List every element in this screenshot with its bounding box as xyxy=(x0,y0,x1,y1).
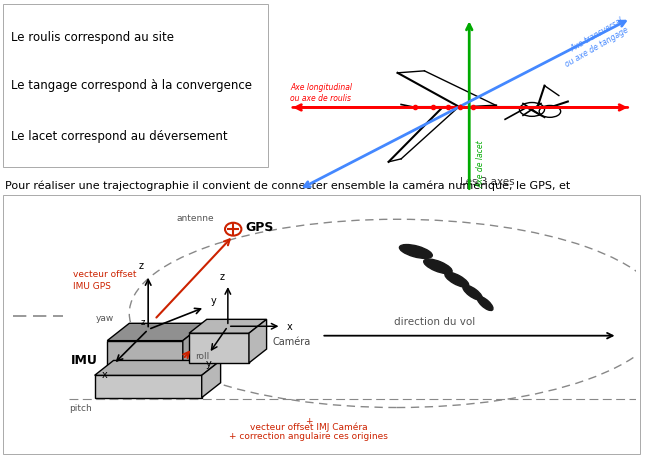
Text: Axe transversal
ou axe de tangage: Axe transversal ou axe de tangage xyxy=(559,17,630,69)
Polygon shape xyxy=(107,324,205,341)
Text: +: + xyxy=(305,416,313,425)
Text: z: z xyxy=(141,317,145,326)
Text: x: x xyxy=(286,322,292,331)
Ellipse shape xyxy=(477,297,493,311)
Text: direction du vol: direction du vol xyxy=(394,316,475,326)
Bar xyxy=(3,5,268,168)
Text: Le tangage correspond à la convergence: Le tangage correspond à la convergence xyxy=(11,79,260,92)
Text: Axe de lacet: Axe de lacet xyxy=(476,140,485,187)
Ellipse shape xyxy=(399,245,432,259)
Polygon shape xyxy=(249,319,267,363)
Text: x: x xyxy=(101,369,107,379)
Text: yaw: yaw xyxy=(95,313,114,322)
Text: pitch: pitch xyxy=(68,403,92,412)
Text: roll: roll xyxy=(195,352,210,361)
FancyBboxPatch shape xyxy=(189,334,249,363)
Text: + correction angulaire ces origines: + correction angulaire ces origines xyxy=(229,431,388,440)
Bar xyxy=(3,195,640,454)
Text: vecteur offset
IMU GPS: vecteur offset IMU GPS xyxy=(72,269,136,290)
Text: vecteur offset IMJ Caméra: vecteur offset IMJ Caméra xyxy=(250,422,368,431)
Ellipse shape xyxy=(445,273,469,287)
Text: z: z xyxy=(220,271,225,281)
Ellipse shape xyxy=(424,259,452,274)
Polygon shape xyxy=(94,361,220,375)
Polygon shape xyxy=(202,361,220,398)
Text: la centrale à inertie suivant le schéma :: la centrale à inertie suivant le schéma … xyxy=(5,208,227,218)
FancyBboxPatch shape xyxy=(94,375,202,398)
Text: IMU: IMU xyxy=(71,353,98,366)
Text: antenne: antenne xyxy=(176,213,214,222)
Text: Le roulis correspond au site: Le roulis correspond au site xyxy=(11,31,182,44)
Text: y: y xyxy=(206,358,211,369)
Text: Les 3 axes: Les 3 axes xyxy=(461,177,515,187)
Text: GPS: GPS xyxy=(245,221,274,234)
Text: Pour réaliser une trajectographie il convient de connecter ensemble la caméra nu: Pour réaliser une trajectographie il con… xyxy=(5,180,570,190)
Polygon shape xyxy=(183,324,205,378)
Text: Axe longitudinal
ou axe de roulis: Axe longitudinal ou axe de roulis xyxy=(290,83,352,102)
Text: Le lacet correspond au déversement: Le lacet correspond au déversement xyxy=(11,129,235,142)
Text: y: y xyxy=(211,295,217,305)
Polygon shape xyxy=(189,319,267,334)
Text: Caméra: Caméra xyxy=(273,336,311,346)
FancyBboxPatch shape xyxy=(107,341,183,378)
Ellipse shape xyxy=(463,285,483,300)
Text: z: z xyxy=(138,260,143,270)
